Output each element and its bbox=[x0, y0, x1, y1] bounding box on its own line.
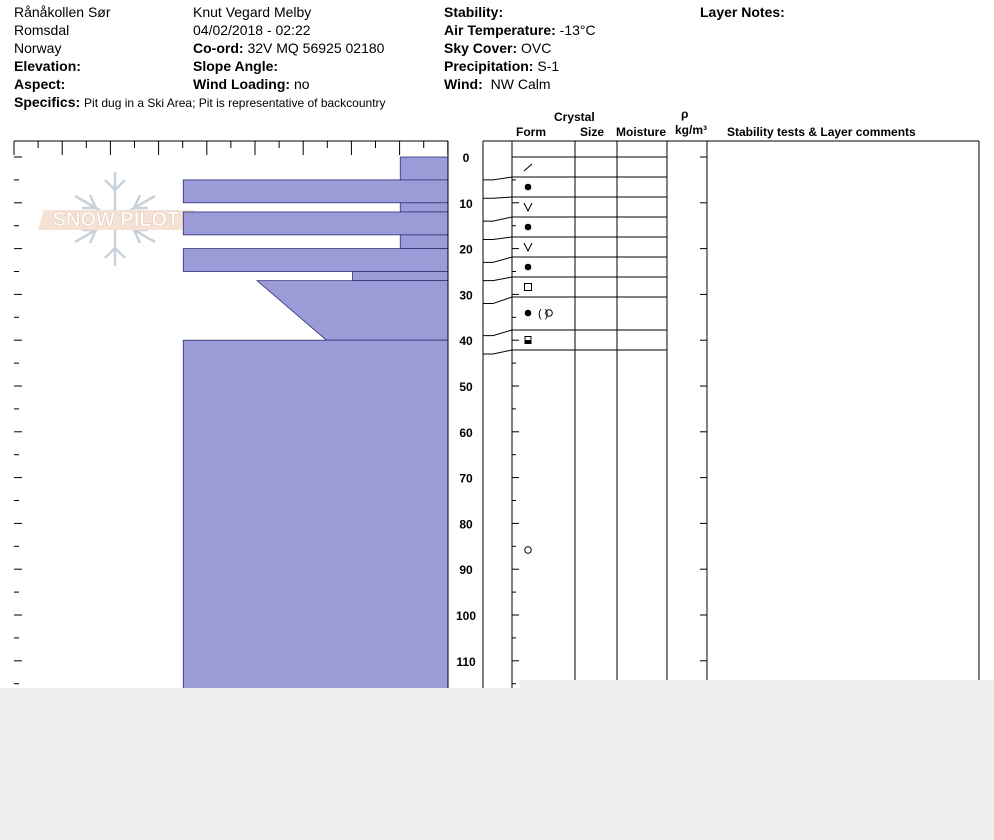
form-secondary-paren: ( ) bbox=[538, 308, 548, 320]
snow-profile-sheet: Rånåkollen Sør Romsdal Norway Elevation:… bbox=[0, 0, 994, 688]
comments-header: Stability tests & Layer comments bbox=[727, 125, 916, 139]
hardness-layer-5 bbox=[182, 248, 449, 272]
depth-tick-labels: 0 10 20 30 40 50 60 70 80 90 100 110 bbox=[456, 151, 476, 669]
elevation-label: Elevation: bbox=[14, 58, 81, 74]
depth-label-40: 40 bbox=[459, 334, 473, 348]
wind-label: Wind: bbox=[444, 76, 483, 92]
hardness-layer-1 bbox=[182, 179, 449, 204]
melt-form-secondary-icon bbox=[545, 309, 553, 317]
depth-hoar-icon bbox=[523, 242, 533, 253]
rho-header: ρ bbox=[681, 107, 689, 121]
snowpilot-logo: SNOW PILOT bbox=[38, 172, 194, 266]
wind-row: Wind: NW Calm bbox=[444, 76, 551, 92]
depth-ticks-left bbox=[14, 156, 22, 685]
layer-connector-6 bbox=[483, 276, 513, 282]
depth-label-0: 0 bbox=[463, 151, 470, 165]
layer-connector-2 bbox=[483, 196, 513, 199]
layer-rows bbox=[512, 156, 667, 351]
melt-form-icon bbox=[524, 546, 532, 554]
logo-banner bbox=[38, 210, 194, 230]
air-temp-value: -13°C bbox=[559, 22, 596, 38]
precipitation-row: Precipitation: S-1 bbox=[444, 58, 559, 74]
page-edge bbox=[520, 680, 994, 688]
rounded-grains-icon bbox=[524, 183, 532, 191]
stability-label: Stability: bbox=[444, 4, 504, 20]
location-line-2: Romsdal bbox=[14, 22, 70, 38]
location-line-1: Rånåkollen Sør bbox=[14, 4, 111, 20]
wind-loading-label: Wind Loading: bbox=[193, 76, 291, 92]
layer-connector-3 bbox=[483, 216, 513, 222]
depth-label-10: 10 bbox=[459, 197, 473, 211]
hardness-layer-6 bbox=[352, 271, 449, 282]
precipitation-value: S-1 bbox=[537, 58, 560, 74]
sky-cover-label: Sky Cover: bbox=[444, 40, 518, 56]
hardness-layer-3 bbox=[182, 211, 449, 236]
location-line-3: Norway bbox=[14, 40, 62, 56]
depth-label-50: 50 bbox=[459, 380, 473, 394]
hardness-layer-2 bbox=[399, 202, 449, 213]
layer-table bbox=[482, 140, 980, 688]
crystal-header: Crystal bbox=[554, 110, 595, 124]
faceted-crystals-icon bbox=[524, 283, 532, 291]
layer-connector-8 bbox=[483, 329, 513, 337]
layer-connector-7 bbox=[483, 296, 513, 305]
coord-label: Co-ord: bbox=[193, 40, 244, 56]
sky-cover-value: OVC bbox=[521, 40, 552, 56]
depth-label-80: 80 bbox=[459, 517, 473, 531]
specifics-row: Specifics: Pit dug in a Ski Area; Pit is… bbox=[14, 94, 386, 111]
layer-connector-5 bbox=[483, 256, 513, 263]
depth-label-60: 60 bbox=[459, 426, 473, 440]
observation-datetime: 04/02/2018 - 02:22 bbox=[193, 22, 311, 38]
observer-name: Knut Vegard Melby bbox=[193, 4, 312, 20]
depth-label-20: 20 bbox=[459, 243, 473, 257]
rounded-grains-icon bbox=[524, 223, 532, 231]
hardness-layer-7 bbox=[255, 280, 449, 341]
density-unit-header: kg/m³ bbox=[675, 123, 708, 137]
rounded-grains-with-melt-icon: ( ) bbox=[524, 308, 553, 320]
precipitation-label: Precipitation: bbox=[444, 58, 534, 74]
depth-label-110: 110 bbox=[456, 655, 476, 669]
layer-notes-label: Layer Notes: bbox=[700, 4, 785, 20]
depth-label-30: 30 bbox=[459, 288, 473, 302]
specifics-label: Specifics: bbox=[14, 94, 81, 110]
melt-freeze-crust-icon bbox=[524, 336, 532, 344]
depth-label-70: 70 bbox=[459, 472, 473, 486]
moisture-header: Moisture bbox=[616, 125, 667, 139]
layer-connector-4 bbox=[483, 236, 513, 240]
decomposing-fragments-icon bbox=[523, 163, 533, 172]
wind-loading-value: no bbox=[293, 76, 310, 92]
form-header: Form bbox=[516, 125, 546, 139]
coordinate-row: Co-ord: 32V MQ 56925 02180 bbox=[193, 40, 384, 56]
coord-value: 32V MQ 56925 02180 bbox=[247, 40, 385, 56]
sky-cover-row: Sky Cover: OVC bbox=[444, 40, 551, 56]
depth-label-90: 90 bbox=[459, 563, 473, 577]
rounded-grains-icon bbox=[524, 263, 532, 271]
hardness-layer-8 bbox=[182, 339, 449, 688]
layer-connector-9 bbox=[483, 349, 513, 355]
layer-connector-1 bbox=[483, 176, 513, 181]
snow-profile-chart: SNOW PILOT 0 10 20 30 40 50 60 70 80 90 100 110 ( ) bbox=[13, 140, 980, 688]
hardness-profile bbox=[182, 156, 449, 688]
wind-loading-row: Wind Loading: no bbox=[193, 76, 310, 92]
slope-angle-label: Slope Angle: bbox=[193, 58, 279, 74]
air-temperature-row: Air Temperature: -13°C bbox=[444, 22, 596, 38]
hardness-layer-4 bbox=[399, 234, 449, 250]
crystal-form-icons: ( ) bbox=[523, 163, 553, 554]
depth-ticks-right bbox=[512, 156, 707, 685]
air-temp-label: Air Temperature: bbox=[444, 22, 556, 38]
depth-label-100: 100 bbox=[456, 609, 476, 623]
depth-hoar-icon bbox=[523, 202, 533, 213]
logo-text: SNOW PILOT bbox=[53, 209, 180, 231]
hardness-ticks bbox=[13, 141, 449, 155]
specifics-value: Pit dug in a Ski Area; Pit is representa… bbox=[84, 96, 386, 110]
layer-connectors bbox=[483, 176, 513, 355]
wind-value: NW Calm bbox=[490, 76, 551, 92]
hardness-layer-0 bbox=[399, 156, 449, 181]
size-header: Size bbox=[580, 125, 605, 139]
aspect-label: Aspect: bbox=[14, 76, 66, 92]
